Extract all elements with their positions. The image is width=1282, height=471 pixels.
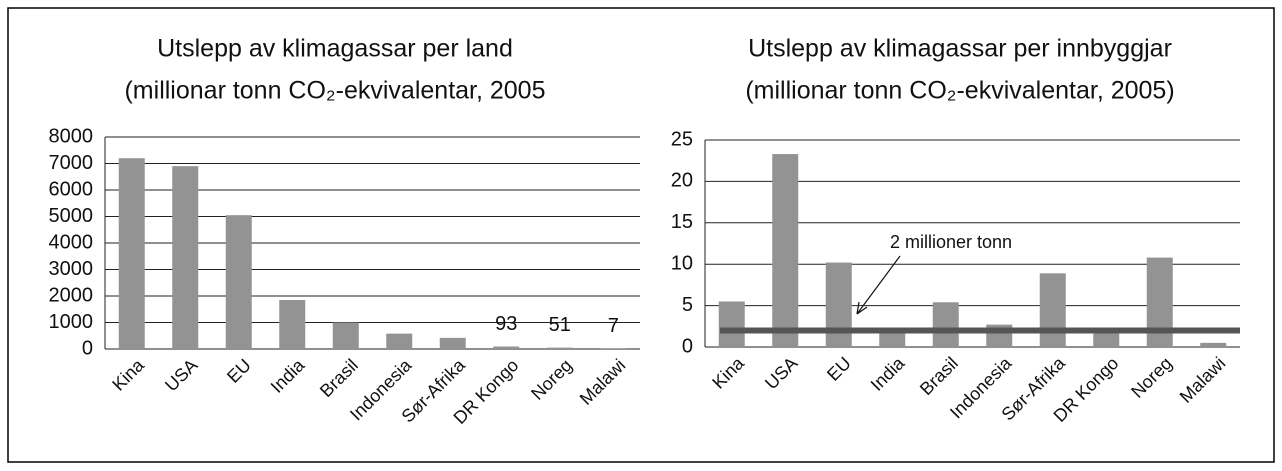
- y-tick-label: 7000: [49, 152, 94, 174]
- bar: [439, 337, 466, 349]
- bar: [718, 301, 745, 347]
- bar: [279, 299, 306, 349]
- y-tick-label: 25: [671, 128, 693, 150]
- x-tick-label: Kina: [108, 354, 148, 394]
- x-tick-label: Brasil: [316, 355, 362, 401]
- x-tick-label: Brasil: [916, 353, 962, 399]
- y-tick-label: 15: [671, 211, 693, 233]
- x-tick-label: Malawi: [1176, 353, 1230, 407]
- x-tick-label: Kina: [708, 352, 748, 392]
- bar: [1093, 330, 1120, 347]
- x-tick-label: Malawi: [576, 355, 630, 409]
- x-tick-label: EU: [223, 355, 255, 387]
- annotation-arrow: [856, 255, 901, 315]
- y-tick-label: 5: [682, 294, 693, 316]
- y-tick-label: 1000: [49, 311, 94, 333]
- y-tick-label: 6000: [49, 178, 94, 200]
- bar: [1039, 273, 1066, 347]
- arrow-head: [856, 301, 868, 315]
- x-tick-label: USA: [161, 355, 201, 395]
- bar: [772, 154, 799, 347]
- x-tick-label: USA: [761, 353, 801, 393]
- bar: [118, 158, 145, 349]
- x-tick-label: Noreg: [527, 355, 576, 404]
- y-tick-label: 2000: [49, 284, 94, 306]
- value-label: 93: [495, 313, 517, 335]
- bar: [1146, 257, 1173, 347]
- value-label: 7: [608, 315, 619, 337]
- chart-subtitle: (millionar tonn CO₂-ekvivalentar, 2005): [745, 77, 1174, 105]
- x-tick-label: EU: [823, 353, 855, 385]
- bar: [493, 346, 520, 349]
- y-tick-label: 8000: [49, 125, 94, 147]
- y-tick-label: 0: [682, 335, 693, 357]
- bar: [879, 331, 906, 347]
- bar: [932, 302, 959, 347]
- bar: [172, 166, 199, 349]
- chart-title: Utslepp av klimagassar per land: [157, 35, 513, 63]
- x-tick-label: India: [267, 354, 309, 396]
- x-tick-label: Noreg: [1127, 353, 1176, 402]
- bar: [332, 322, 359, 349]
- value-label: 51: [549, 314, 571, 336]
- y-tick-label: 3000: [49, 258, 94, 280]
- y-tick-label: 10: [671, 252, 693, 274]
- chart-subtitle: (millionar tonn CO₂-ekvivalentar, 2005: [124, 77, 545, 105]
- frame: [7, 7, 1275, 463]
- y-tick-label: 5000: [49, 205, 94, 227]
- bar: [546, 347, 573, 349]
- bar: [386, 333, 413, 349]
- y-tick-label: 4000: [49, 231, 94, 253]
- bar: [225, 215, 252, 349]
- bar: [825, 262, 852, 347]
- chart-title: Utslepp av klimagassar per innbyggjar: [748, 35, 1172, 63]
- x-tick-label: India: [867, 352, 909, 394]
- bar: [1200, 342, 1227, 347]
- y-tick-label: 20: [671, 170, 693, 192]
- y-tick-label: 0: [82, 337, 93, 359]
- reference-label: 2 millioner tonn: [890, 232, 1012, 252]
